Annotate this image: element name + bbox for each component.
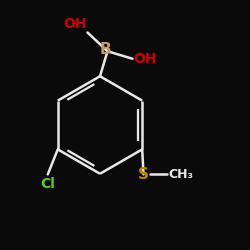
Text: CH₃: CH₃ [168, 168, 194, 181]
Text: S: S [138, 167, 149, 182]
Text: OH: OH [134, 52, 157, 66]
Text: OH: OH [63, 17, 86, 31]
Text: B: B [99, 42, 111, 58]
Text: Cl: Cl [40, 177, 55, 191]
